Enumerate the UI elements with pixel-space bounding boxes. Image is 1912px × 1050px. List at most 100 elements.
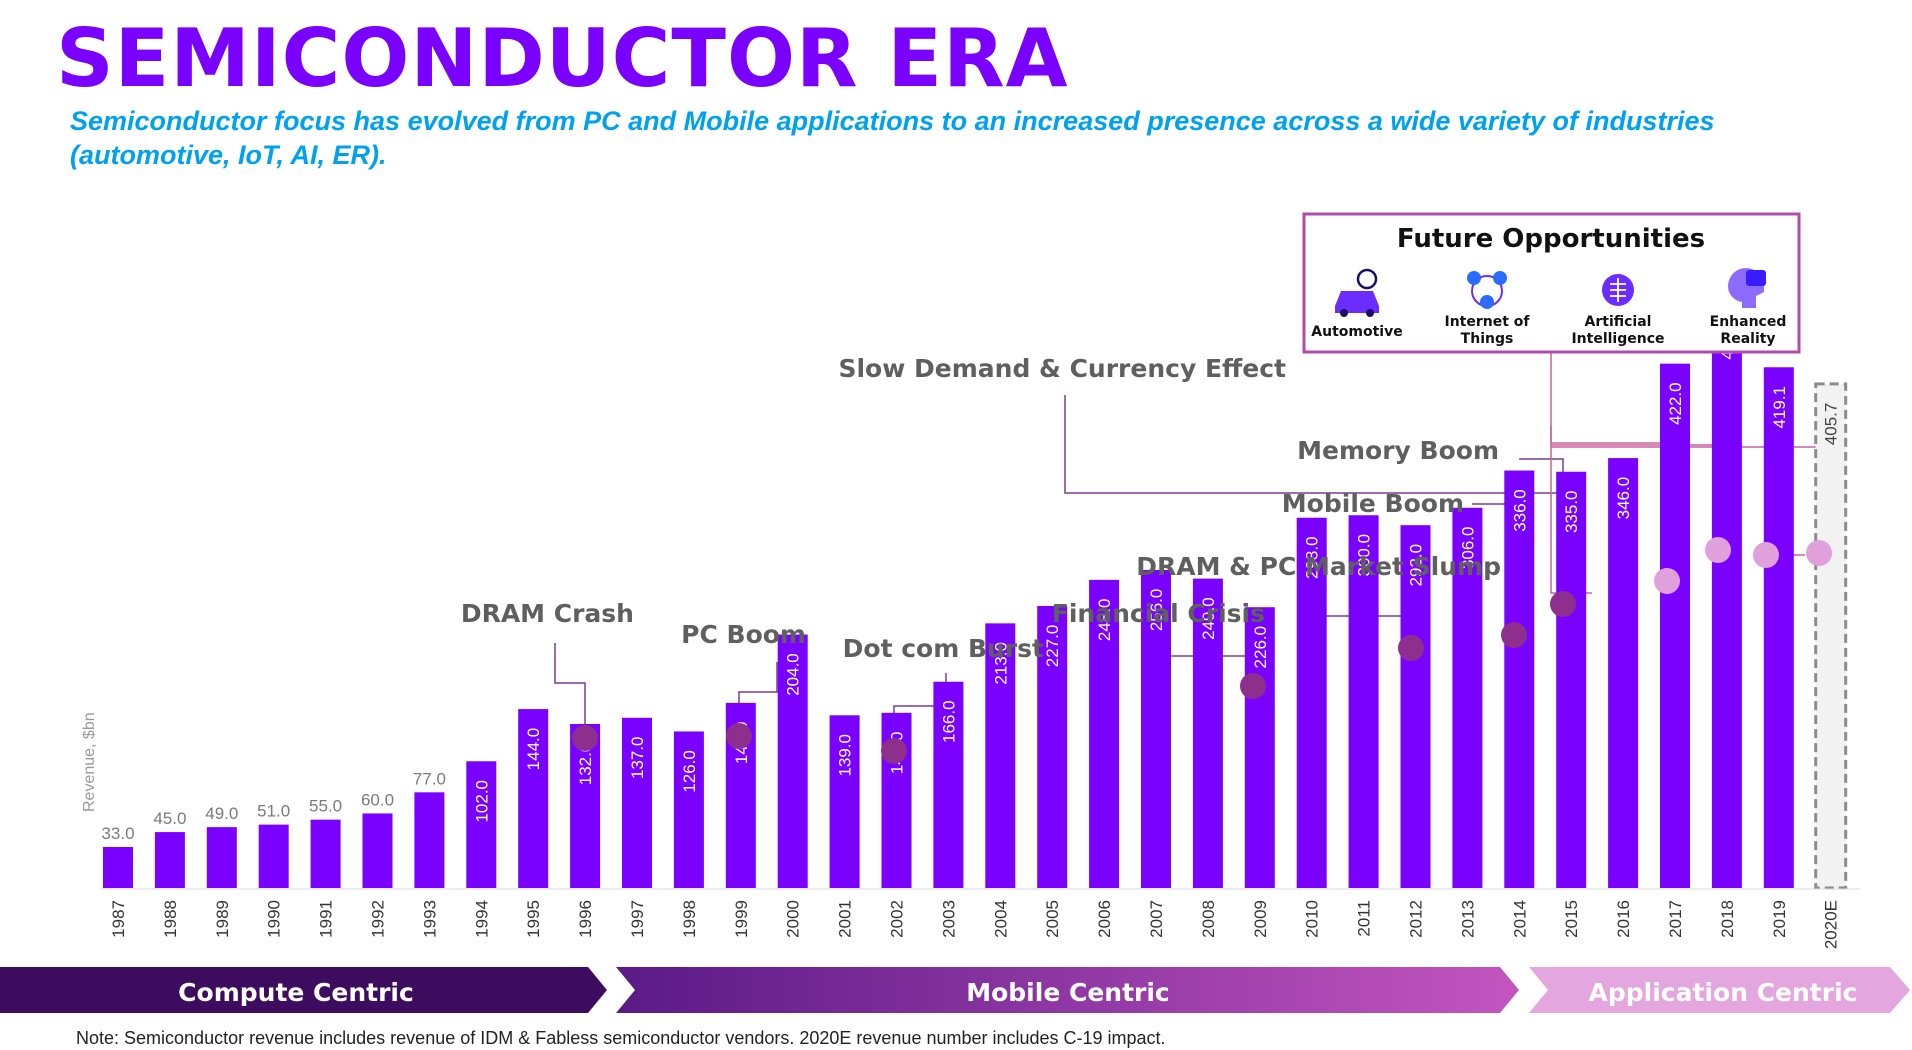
annotation-label-1: PC Boom bbox=[681, 620, 806, 649]
marker-2009-3 bbox=[1240, 673, 1266, 699]
year-label-1989: 1989 bbox=[213, 900, 232, 938]
year-label-2020E: 2020E bbox=[1822, 900, 1841, 949]
value-label-2013: 306.0 bbox=[1458, 527, 1477, 570]
value-label-2017: 422.0 bbox=[1666, 382, 1685, 425]
era-chevron-2 bbox=[1529, 967, 1910, 1013]
value-label-1995: 144.0 bbox=[524, 728, 543, 771]
value-label-2016: 346.0 bbox=[1614, 477, 1633, 520]
bar-2020E bbox=[1814, 382, 1848, 890]
year-label-1991: 1991 bbox=[317, 900, 336, 938]
year-label-1994: 1994 bbox=[472, 900, 491, 938]
annotation-labels: DRAM Crash PC Boom Dot com Burst Financial … bbox=[461, 354, 1501, 663]
annotation-markers bbox=[572, 537, 1832, 764]
year-label-2005: 2005 bbox=[1043, 900, 1062, 938]
bar-1989 bbox=[206, 827, 237, 888]
page-title: SEMICONDUCTOR ERA bbox=[56, 12, 1069, 105]
marker-2015-6 bbox=[1550, 591, 1576, 617]
iot-network-icon bbox=[1467, 271, 1507, 309]
value-label-2014: 336.0 bbox=[1510, 489, 1529, 532]
value-label-2009: 226.0 bbox=[1251, 626, 1270, 669]
bar-2008 bbox=[1192, 578, 1223, 888]
year-label-2012: 2012 bbox=[1407, 900, 1426, 938]
value-label-1988: 45.0 bbox=[153, 809, 186, 828]
future-opportunity-label: Reality bbox=[1720, 331, 1775, 347]
value-label-2020E: 405.7 bbox=[1822, 403, 1841, 446]
value-label-2019: 419.1 bbox=[1770, 386, 1789, 429]
bar-1992 bbox=[362, 813, 393, 888]
bar-2016 bbox=[1608, 458, 1639, 888]
future-opportunity-label: Intelligence bbox=[1571, 331, 1664, 347]
year-label-1990: 1990 bbox=[265, 900, 284, 938]
annotation-label-6: Memory Boom bbox=[1297, 436, 1499, 465]
bar-2010 bbox=[1296, 517, 1327, 888]
car-icon bbox=[1335, 268, 1379, 317]
year-label-2013: 2013 bbox=[1458, 900, 1477, 938]
year-label-2016: 2016 bbox=[1614, 900, 1633, 938]
bar-2004 bbox=[985, 623, 1016, 888]
bar-1987 bbox=[103, 846, 133, 888]
brain-chip-icon bbox=[1602, 274, 1634, 306]
year-label-2011: 2011 bbox=[1355, 900, 1374, 937]
footnote: Note: Semiconductor revenue includes rev… bbox=[76, 1028, 1166, 1048]
y-axis-label: Revenue, $bn bbox=[81, 712, 98, 812]
value-label-2003: 166.0 bbox=[939, 700, 958, 743]
year-label-1999: 1999 bbox=[732, 900, 751, 938]
year-label-2009: 2009 bbox=[1251, 900, 1270, 938]
bar-2005 bbox=[1037, 605, 1068, 888]
year-label-1992: 1992 bbox=[369, 900, 388, 938]
year-label-2015: 2015 bbox=[1562, 900, 1581, 938]
bar-series bbox=[103, 298, 1848, 890]
value-label-2001: 139.0 bbox=[836, 734, 855, 777]
future-opportunities-box: Future Opportunities Automotive Internet … bbox=[1302, 212, 1801, 354]
value-label-1987: 33.0 bbox=[101, 824, 134, 843]
era-chevron-0 bbox=[0, 967, 607, 1013]
year-label-2003: 2003 bbox=[939, 900, 958, 938]
year-label-1993: 1993 bbox=[420, 900, 439, 938]
era-label-2: Application Centric bbox=[1589, 978, 1858, 1007]
bar-2000 bbox=[777, 634, 808, 888]
future-opportunity-label: Enhanced bbox=[1710, 314, 1787, 330]
page-subtitle: Semiconductor focus has evolved from PC … bbox=[70, 106, 1715, 170]
bar-1991 bbox=[310, 819, 341, 888]
future-marker-2017 bbox=[1654, 568, 1680, 594]
bar-2014 bbox=[1504, 470, 1535, 888]
future-opportunities-title: Future Opportunities bbox=[1397, 224, 1705, 254]
annotation-label-7: Slow Demand & Currency Effect bbox=[838, 354, 1286, 383]
bar-2007 bbox=[1141, 569, 1171, 888]
value-label-2004: 213.0 bbox=[991, 642, 1010, 685]
marker-2002-2 bbox=[881, 738, 907, 764]
bar-2015 bbox=[1556, 471, 1587, 888]
marker-1996-0 bbox=[572, 725, 598, 751]
connector-1996-0 bbox=[554, 643, 586, 738]
bar-2001 bbox=[829, 715, 860, 888]
future-opportunities-frame bbox=[1302, 212, 1801, 354]
value-label-2005: 227.0 bbox=[1043, 625, 1062, 668]
value-label-1989: 49.0 bbox=[205, 804, 238, 823]
year-label-1995: 1995 bbox=[524, 900, 543, 938]
bar-2017 bbox=[1660, 363, 1690, 888]
year-label-2002: 2002 bbox=[888, 900, 907, 938]
year-label-1998: 1998 bbox=[680, 900, 699, 938]
era-label-1: Mobile Centric bbox=[966, 978, 1170, 1007]
year-label-2017: 2017 bbox=[1666, 900, 1685, 938]
year-label-2018: 2018 bbox=[1718, 900, 1737, 938]
annotation-label-2: Dot com Burst bbox=[843, 634, 1044, 663]
year-axis: 1987 1988 1989 1990 1991 1992 1993 1994 1995 1996… bbox=[109, 900, 1841, 949]
bar-1988 bbox=[154, 832, 185, 888]
bar-2006 bbox=[1089, 579, 1120, 888]
year-label-1997: 1997 bbox=[628, 900, 647, 938]
year-label-2007: 2007 bbox=[1147, 900, 1166, 938]
bar-1990 bbox=[258, 824, 289, 888]
year-label-2014: 2014 bbox=[1510, 900, 1529, 938]
future-opportunity-label: Automotive bbox=[1311, 324, 1402, 340]
value-label-1998: 126.0 bbox=[680, 750, 699, 793]
value-label-2008: 249.0 bbox=[1199, 597, 1218, 640]
year-label-1996: 1996 bbox=[576, 900, 595, 938]
vr-headset-icon bbox=[1727, 268, 1766, 308]
bar-1998 bbox=[673, 731, 704, 888]
marker-2014-5 bbox=[1501, 622, 1527, 648]
year-label-2008: 2008 bbox=[1199, 900, 1218, 938]
value-label-2010: 298.0 bbox=[1303, 536, 1322, 579]
